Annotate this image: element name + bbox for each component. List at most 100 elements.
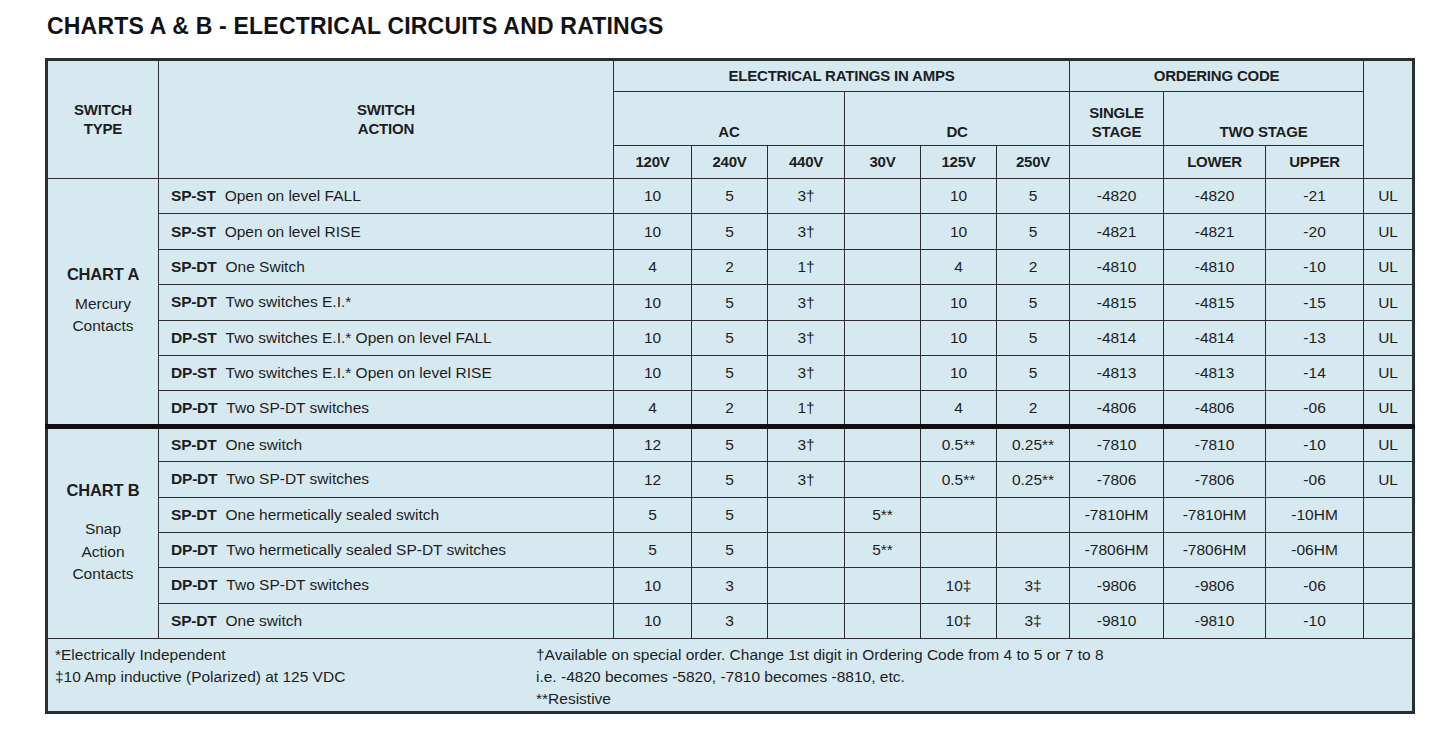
ul-listing: UL bbox=[1364, 285, 1414, 320]
rating-30v bbox=[845, 568, 921, 603]
rating-250v bbox=[997, 532, 1070, 567]
table-row: DP-DTTwo SP-DT switches 10 3 10‡ 3‡ -980… bbox=[47, 568, 1414, 603]
switch-code: DP-DT bbox=[171, 399, 217, 416]
rating-30v bbox=[845, 285, 921, 320]
ul-listing bbox=[1364, 568, 1414, 603]
switch-action-cell: SP-DTOne hermetically sealed switch bbox=[159, 497, 614, 532]
rating-30v bbox=[845, 603, 921, 638]
code-lower: -7810 bbox=[1164, 426, 1266, 461]
footnote-special-order: †Available on special order. Change 1st … bbox=[536, 644, 1404, 666]
code-upper: -13 bbox=[1266, 320, 1364, 355]
rating-30v bbox=[845, 320, 921, 355]
switch-action-text: One Switch bbox=[226, 258, 305, 275]
switch-action-text: Two switches E.I.* bbox=[226, 293, 352, 310]
code-lower: -4820 bbox=[1164, 179, 1266, 214]
table-row: SP-DTOne switch 10 3 10‡ 3‡ -9810 -9810 … bbox=[47, 603, 1414, 638]
rating-250v: 3‡ bbox=[997, 603, 1070, 638]
ul-listing: UL bbox=[1364, 426, 1414, 461]
ul-listing: UL bbox=[1364, 320, 1414, 355]
rating-120v: 4 bbox=[614, 391, 692, 426]
table-row: CHART B Snap Action Contacts SP-DTOne sw… bbox=[47, 426, 1414, 461]
col-header-250v: 250V bbox=[997, 146, 1070, 179]
switch-action-text: Two SP-DT switches bbox=[226, 576, 369, 593]
switch-code: DP-ST bbox=[171, 364, 217, 381]
rating-240v: 2 bbox=[692, 391, 768, 426]
switch-action-cell: SP-STOpen on level FALL bbox=[159, 179, 614, 214]
switch-code: DP-DT bbox=[171, 470, 217, 487]
rating-125v: 4 bbox=[921, 249, 997, 284]
code-single-stage: -7806HM bbox=[1070, 532, 1164, 567]
code-single-stage: -7810HM bbox=[1070, 497, 1164, 532]
rating-240v: 5 bbox=[692, 497, 768, 532]
rating-240v: 5 bbox=[692, 320, 768, 355]
header-row-groups: SWITCH TYPE SWITCH ACTION ELECTRICAL RAT… bbox=[47, 60, 1414, 92]
switch-code: DP-DT bbox=[171, 576, 217, 593]
rating-120v: 4 bbox=[614, 249, 692, 284]
rating-125v: 0.5** bbox=[921, 462, 997, 497]
code-single-stage: -9810 bbox=[1070, 603, 1164, 638]
code-upper: -06 bbox=[1266, 391, 1364, 426]
rating-125v: 10 bbox=[921, 179, 997, 214]
switch-action-cell: SP-DTOne switch bbox=[159, 426, 614, 461]
footnotes-row: *Electrically Independent ‡10 Amp induct… bbox=[47, 639, 1414, 713]
rating-120v: 10 bbox=[614, 355, 692, 390]
rating-120v: 12 bbox=[614, 426, 692, 461]
col-header-240v: 240V bbox=[692, 146, 768, 179]
footnote-resistive: **Resistive bbox=[536, 688, 1404, 710]
switch-action-text: One switch bbox=[226, 436, 303, 453]
table-row: SP-STOpen on level RISE 10 5 3† 10 5 -48… bbox=[47, 214, 1414, 249]
footnotes-section: *Electrically Independent ‡10 Amp induct… bbox=[47, 639, 1414, 713]
table-row: DP-DTTwo SP-DT switches 12 5 3† 0.5** 0.… bbox=[47, 462, 1414, 497]
col-header-lower: LOWER bbox=[1164, 146, 1266, 179]
table-row: DP-DTTwo hermetically sealed SP-DT switc… bbox=[47, 532, 1414, 567]
code-single-stage: -4810 bbox=[1070, 249, 1164, 284]
switch-action-text: Two SP-DT switches bbox=[226, 399, 369, 416]
rating-120v: 5 bbox=[614, 532, 692, 567]
code-lower: -7806HM bbox=[1164, 532, 1266, 567]
code-upper: -21 bbox=[1266, 179, 1364, 214]
ul-listing: UL bbox=[1364, 179, 1414, 214]
code-upper: -10 bbox=[1266, 249, 1364, 284]
switch-code: SP-ST bbox=[171, 223, 216, 240]
rating-30v bbox=[845, 179, 921, 214]
code-single-stage: -4820 bbox=[1070, 179, 1164, 214]
switch-code: SP-DT bbox=[171, 506, 217, 523]
rating-240v: 3 bbox=[692, 568, 768, 603]
rating-125v: 10‡ bbox=[921, 568, 997, 603]
switch-action-cell: SP-DTOne Switch bbox=[159, 249, 614, 284]
rating-120v: 10 bbox=[614, 568, 692, 603]
footnote-example: i.e. -4820 becomes -5820, -7810 becomes … bbox=[536, 666, 1404, 688]
table-row: SP-DTOne hermetically sealed switch 5 5 … bbox=[47, 497, 1414, 532]
rating-240v: 5 bbox=[692, 285, 768, 320]
switch-action-text: Open on level RISE bbox=[225, 223, 361, 240]
code-upper: -06HM bbox=[1266, 532, 1364, 567]
switch-action-cell: DP-STTwo switches E.I.* Open on level RI… bbox=[159, 355, 614, 390]
rating-250v: 2 bbox=[997, 391, 1070, 426]
code-upper: -15 bbox=[1266, 285, 1364, 320]
code-lower: -9806 bbox=[1164, 568, 1266, 603]
rating-30v bbox=[845, 214, 921, 249]
rating-120v: 10 bbox=[614, 285, 692, 320]
rating-250v: 0.25** bbox=[997, 462, 1070, 497]
footnotes-cell: *Electrically Independent ‡10 Amp induct… bbox=[47, 639, 1414, 713]
rating-250v: 5 bbox=[997, 214, 1070, 249]
rating-30v bbox=[845, 391, 921, 426]
rating-30v bbox=[845, 462, 921, 497]
code-single-stage: -4806 bbox=[1070, 391, 1164, 426]
table-row: SP-DTOne Switch 4 2 1† 4 2 -4810 -4810 -… bbox=[47, 249, 1414, 284]
code-upper: -06 bbox=[1266, 568, 1364, 603]
rating-440v: 3† bbox=[768, 285, 845, 320]
rating-30v: 5** bbox=[845, 497, 921, 532]
code-upper: -14 bbox=[1266, 355, 1364, 390]
group-header-dc: DC bbox=[845, 92, 1070, 146]
code-lower: -4815 bbox=[1164, 285, 1266, 320]
switch-code: DP-ST bbox=[171, 329, 217, 346]
rating-125v: 10 bbox=[921, 320, 997, 355]
chart-b-subtitle: Snap Action Contacts bbox=[48, 518, 158, 585]
ul-listing: UL bbox=[1364, 462, 1414, 497]
ul-listing bbox=[1364, 532, 1414, 567]
switch-action-cell: SP-ST Open on level RISE bbox=[159, 214, 614, 249]
rating-240v: 3 bbox=[692, 603, 768, 638]
table-row: SP-DTTwo switches E.I.* 10 5 3† 10 5 -48… bbox=[47, 285, 1414, 320]
group-header-ordering-code: ORDERING CODE bbox=[1070, 60, 1364, 92]
